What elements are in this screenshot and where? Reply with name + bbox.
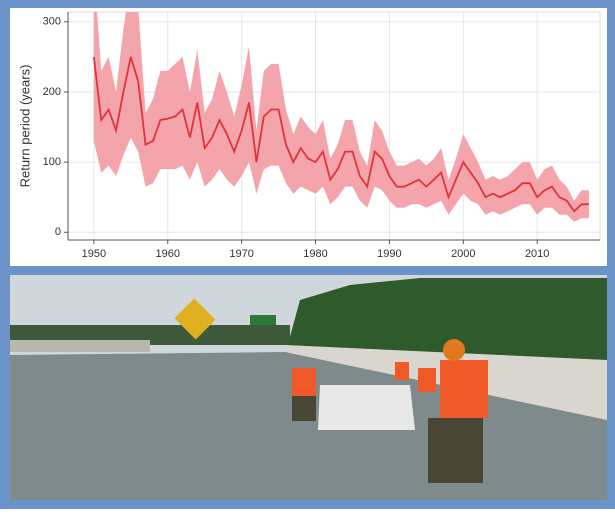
- x-tick-label: 1990: [377, 248, 401, 260]
- x-tick-label: 2000: [451, 248, 475, 260]
- boat: [318, 385, 415, 430]
- soldier: [292, 396, 316, 421]
- x-tick-label: 1960: [156, 248, 180, 260]
- life-vest: [440, 360, 488, 418]
- page: Return period (years) 0 100 200 300 1950 1960…: [0, 0, 615, 514]
- x-tick-label: 2010: [525, 248, 549, 260]
- y-tick-label: 200: [43, 86, 61, 98]
- life-vest: [418, 368, 436, 392]
- helmet: [443, 339, 465, 361]
- y-axis-label: Return period (years): [17, 65, 32, 188]
- life-vest: [292, 368, 316, 396]
- photo: [10, 275, 607, 500]
- x-tick-label: 1950: [82, 248, 106, 260]
- y-tick-label: 0: [55, 226, 61, 238]
- figure: Return period (years) 0 100 200 300 1950 1960…: [0, 0, 615, 509]
- x-tick-label: 1970: [229, 248, 253, 260]
- y-tick-label: 100: [43, 156, 61, 168]
- x-tick-label: 1980: [303, 248, 327, 260]
- highway-sign: [250, 315, 276, 325]
- soldier: [428, 418, 483, 483]
- y-tick-label: 300: [43, 16, 61, 28]
- life-vest: [395, 362, 409, 380]
- left-barrier: [10, 340, 150, 352]
